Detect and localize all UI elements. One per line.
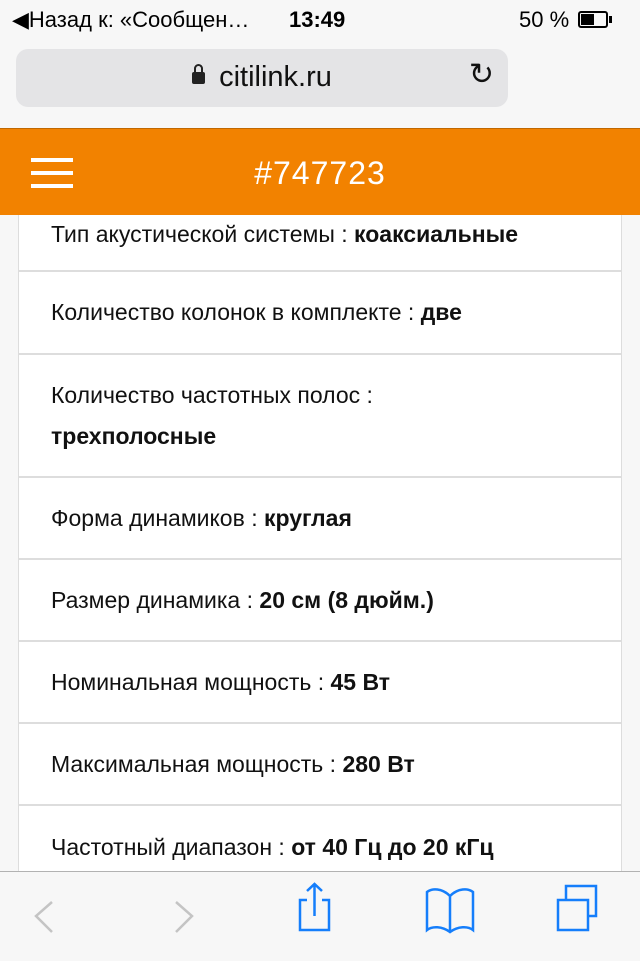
share-icon[interactable] [290,872,340,961]
spec-row: Тип акустической системы : коаксиальные [19,215,621,272]
spec-label: Частотный диапазон : [51,833,292,860]
specs-list: Тип акустической системы : коаксиальные … [18,215,622,871]
spec-value: трехполосные [51,422,217,449]
spec-value: две [420,299,462,325]
spec-row: Номинальная мощность : 45 Вт [19,642,621,724]
spec-row: Размер динамика : 20 см (8 дюйм.) [19,560,621,642]
spec-label: Количество частотных полос : [51,381,373,408]
battery-tip [609,16,612,23]
page-title: #747723 [254,155,386,191]
site-header: #747723 [0,128,640,215]
spec-value: 20 см (8 дюйм.) [259,586,434,613]
clock: 13:49 [289,7,346,32]
spec-label: Количество колонок в комплекте : [51,299,421,325]
battery-icon [578,11,608,28]
spec-row: Частотный диапазон : от 40 Гц до 20 кГц [19,806,621,871]
spec-value: коаксиальные [354,221,519,247]
forward-icon[interactable] [160,872,210,961]
spec-label: Максимальная мощность : [51,750,343,777]
back-icon[interactable] [20,872,70,961]
spec-row: Количество частотных полос : трехполосны… [19,355,621,478]
spec-value: 280 Вт [342,750,415,777]
spec-value: от 40 Гц до 20 кГц [291,833,494,860]
lock-icon [192,64,206,84]
spec-row: Форма динамиков : круглая [19,478,621,560]
spec-value: круглая [264,504,352,531]
bookmarks-icon[interactable] [420,872,480,961]
spec-label: Номинальная мощность : [51,668,331,695]
hamburger-menu-icon[interactable] [31,158,73,188]
status-bar: ◀Назад к: «Сообщен… 13:49 50 % [0,0,640,40]
spec-value: 45 Вт [330,668,391,695]
tabs-icon[interactable] [555,872,615,961]
browser-toolbar [0,871,640,960]
spec-label: Размер динамика : [51,586,260,613]
reload-icon[interactable]: ↻ [468,58,494,91]
spec-label: Форма динамиков : [51,504,264,531]
spec-row: Количество колонок в комплекте : две [19,272,621,355]
spec-label: Тип акустической системы : [51,221,355,247]
spec-row: Максимальная мощность : 280 Вт [19,724,621,806]
address-bar[interactable]: citilink.ru ↻ [16,49,508,107]
back-to-app-link[interactable]: ◀Назад к: «Сообщен… [12,7,250,32]
battery-percent: 50 % [519,7,570,32]
url-text: citilink.ru [219,61,332,93]
